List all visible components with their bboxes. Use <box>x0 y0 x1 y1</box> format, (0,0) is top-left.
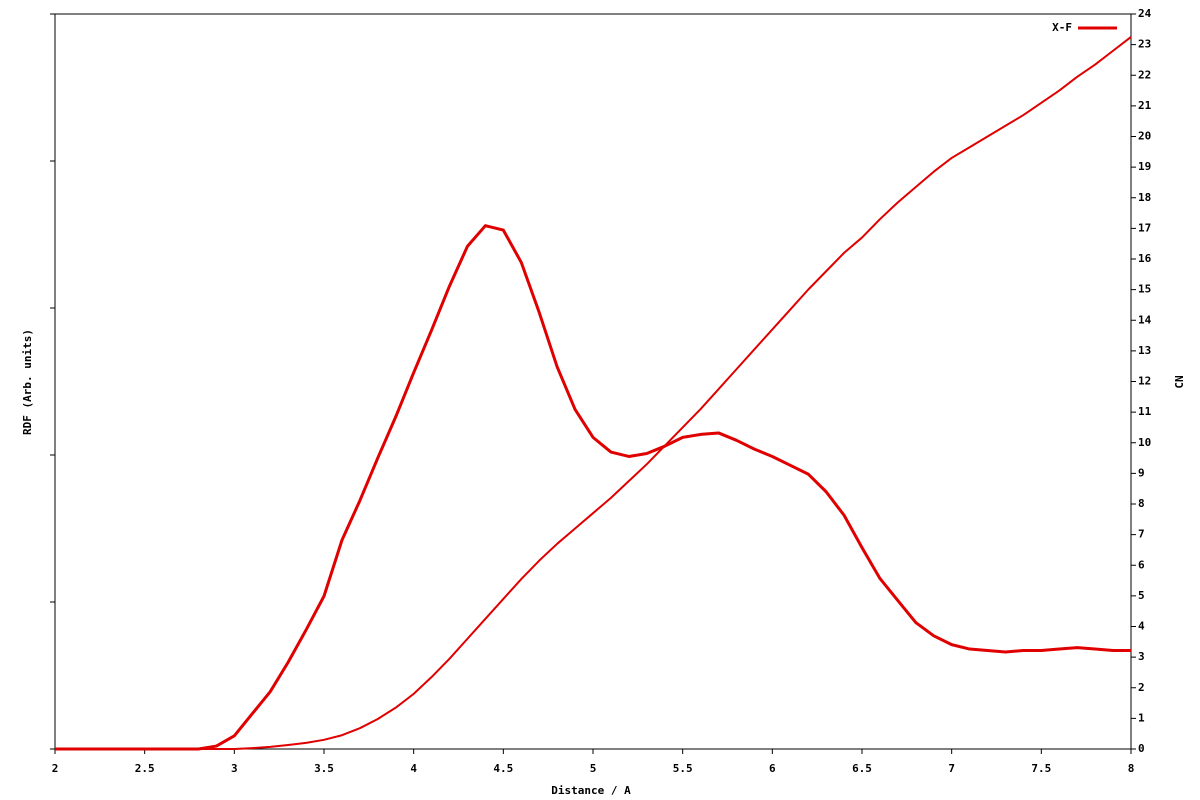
y2-axis-label: CN <box>1173 375 1186 388</box>
y2-tick-label: 11 <box>1138 405 1152 418</box>
y2-tick-label: 18 <box>1138 191 1151 204</box>
y2-tick-label: 3 <box>1138 650 1145 663</box>
y2-tick-label: 7 <box>1138 528 1145 541</box>
x-tick-label: 4 <box>410 762 417 775</box>
y-axis-label: RDF (Arb. units) <box>21 329 34 435</box>
y2-tick-label: 14 <box>1138 313 1152 326</box>
x-tick-label: 7.5 <box>1031 762 1051 775</box>
y2-tick-label: 20 <box>1138 130 1151 143</box>
x-tick-label: 7 <box>948 762 955 775</box>
y2-tick-label: 21 <box>1138 99 1152 112</box>
y2-tick-label: 10 <box>1138 436 1151 449</box>
x-tick-label: 2 <box>52 762 59 775</box>
x-tick-label: 5.5 <box>673 762 693 775</box>
y2-tick-label: 17 <box>1138 221 1151 234</box>
x-tick-label: 3 <box>231 762 238 775</box>
y2-tick-label: 19 <box>1138 160 1151 173</box>
y2-tick-label: 24 <box>1138 7 1152 20</box>
x-tick-label: 3.5 <box>314 762 334 775</box>
x-tick-label: 6.5 <box>852 762 872 775</box>
y2-tick-label: 5 <box>1138 589 1145 602</box>
legend-label: X-F <box>1052 21 1072 34</box>
y2-tick-label: 15 <box>1138 283 1151 296</box>
y2-tick-label: 1 <box>1138 711 1145 724</box>
y2-tick-label: 22 <box>1138 68 1151 81</box>
y2-tick-label: 4 <box>1138 620 1145 633</box>
data-line <box>55 224 1131 751</box>
y2-tick-label: 6 <box>1138 558 1145 571</box>
x-tick-label: 5 <box>590 762 597 775</box>
x-tick-label: 6 <box>769 762 776 775</box>
y2-tick-label: 2 <box>1138 681 1145 694</box>
y2-tick-label: 23 <box>1138 38 1151 51</box>
x-axis-label: Distance / A <box>551 784 631 797</box>
y2-tick-label: 9 <box>1138 466 1145 479</box>
y2-tick-label: 13 <box>1138 344 1151 357</box>
y2-tick-label: 12 <box>1138 375 1151 388</box>
plot-frame <box>54 13 1132 750</box>
x-tick-label: 4.5 <box>493 762 513 775</box>
y2-tick-label: 8 <box>1138 497 1145 510</box>
x-tick-label: 2.5 <box>135 762 155 775</box>
y2-tick-label: 16 <box>1138 252 1152 265</box>
x-tick-label: 8 <box>1128 762 1135 775</box>
y2-tick-label: 0 <box>1138 742 1145 755</box>
data-line <box>55 36 1132 750</box>
